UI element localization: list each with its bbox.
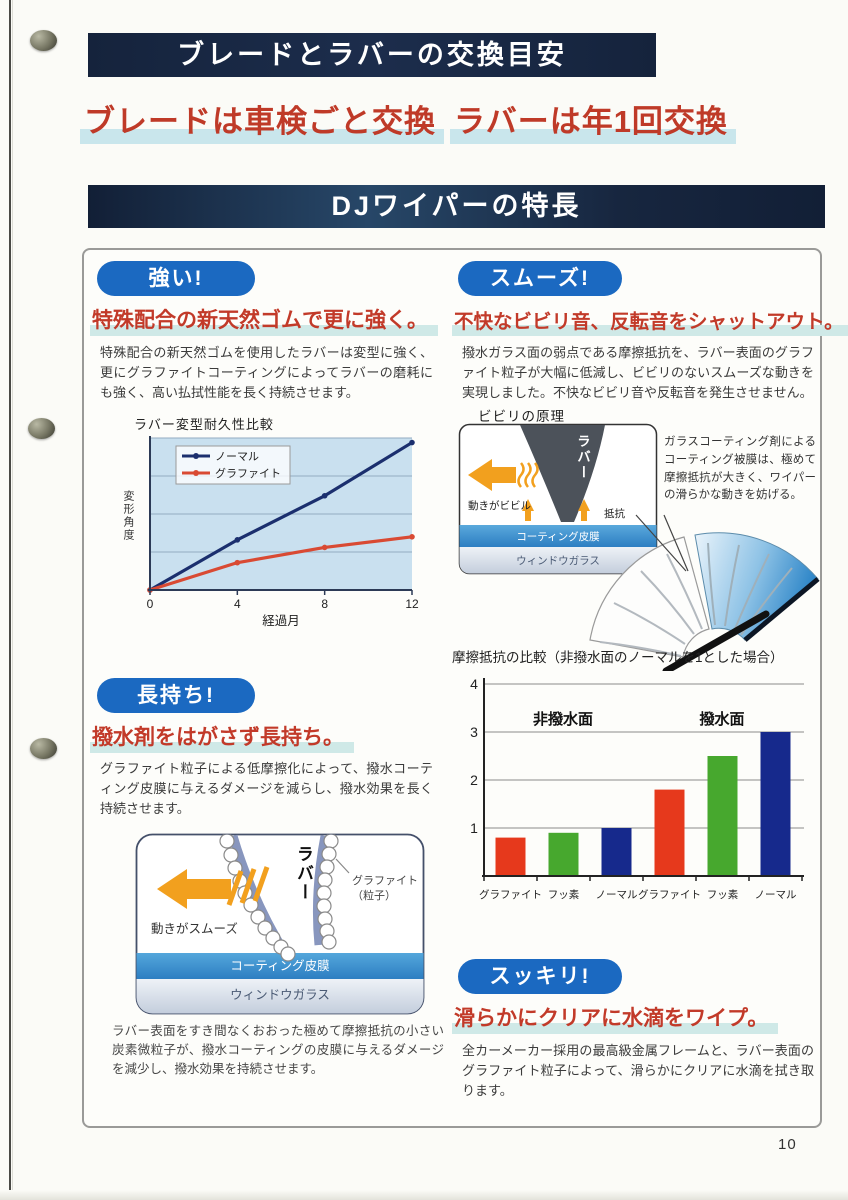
smooth-rubber-label: ラバー: [294, 845, 313, 902]
graphite-particle-label: グラファイト （粒子）: [352, 875, 418, 902]
svg-text:3: 3: [470, 724, 478, 740]
bar-chart-bars: グラファイト フッ素 ノーマル グラファイト フッ素 ノーマル: [479, 732, 797, 901]
bibiri-rubber-label: ラバー: [575, 434, 590, 481]
resistance-up-arrows: [522, 499, 590, 521]
bibiri-coating-label: コーティング皮膜: [516, 530, 600, 543]
bar-chart-gridlines: 1 2 3 4: [470, 676, 804, 836]
svg-text:ノーマル: ノーマル: [755, 889, 797, 901]
rubber-durability-line-chart: 0 4 8 12 ノーマル グラファイト 経過月: [147, 436, 419, 628]
bibiri-diagram-title: ビビリの原理: [478, 409, 565, 424]
smooth-glass-label: ウィンドウガラス: [230, 988, 330, 1002]
bibiri-principle-diagram: 動きがビビル 抵抗 コーティング皮膜 ウィンドウガラス: [458, 423, 658, 575]
badge-clean: スッキリ!: [458, 959, 622, 994]
badge-smooth: スムーズ!: [458, 261, 622, 296]
bibiri-movement-label: 動きがビビル: [468, 499, 531, 512]
body-clean: 全カーメーカー採用の最高級金属フレームと、ラバー表面のグラファイト粒子によって、…: [462, 1043, 814, 1099]
svg-text:8: 8: [321, 597, 328, 611]
rubber-replacement-headline: ラバーは年1回交換: [450, 96, 736, 144]
heading-durable: 撥水剤をはがさず長持ち。: [90, 721, 354, 753]
line-chart-xticks: 0 4 8 12: [147, 590, 419, 611]
badge-durable: 長持ち!: [97, 678, 255, 713]
scan-bottom-shadow: [0, 1190, 848, 1200]
badge-strong: 強い!: [97, 261, 255, 296]
svg-text:ノーマル: ノーマル: [596, 889, 638, 901]
callout-lines: [635, 514, 689, 572]
scan-left-edge-light: [12, 0, 13, 1200]
svg-text:フッ素: フッ素: [707, 888, 739, 901]
bibiri-resistance-label: 抵抗: [604, 507, 625, 520]
svg-text:2: 2: [470, 772, 478, 788]
durable-caption: ラバー表面をすき間なくおおった極めて摩擦抵抗の小さい炭素微粒子が、撥水コーティン…: [112, 1024, 444, 1076]
line-chart-series: [147, 439, 415, 593]
smooth-movement-label: 動きがスムーズ: [151, 921, 238, 936]
group-label-repellent: 撥水面: [699, 710, 744, 728]
binder-hole-bottom: [30, 738, 57, 759]
binder-hole-middle: [28, 418, 55, 439]
bibiri-glass-label: ウィンドウガラス: [516, 555, 600, 567]
scan-left-edge: [9, 0, 11, 1200]
legend-normal-label: ノーマル: [215, 451, 259, 463]
blade-replacement-headline: ブレードは車検ごと交換: [80, 96, 444, 144]
svg-text:12: 12: [405, 597, 419, 611]
heading-smooth: 不快なビビリ音、反転音をシャットアウト。: [452, 305, 848, 336]
page-title-banner: ブレードとラバーの交換目安: [88, 33, 656, 77]
legend-graphite-label: グラファイト: [215, 466, 281, 480]
body-smooth: 撥水ガラス面の弱点である摩擦抵抗を、ラバー表面のグラファイト粒子が大幅に低減し、…: [462, 345, 814, 401]
graphite-smooth-diagram: 動きがスムーズ コーティング皮膜 ウィンドウガラス: [135, 833, 425, 1015]
group-label-non-repellent: 非撥水面: [533, 710, 593, 728]
line-chart-xlabel: 経過月: [262, 614, 300, 628]
line-chart-ylabel: 変形角度: [122, 490, 134, 542]
bar-chart-title: 摩擦抵抗の比較（非撥水面のノーマルを1とした場合）: [452, 650, 784, 665]
svg-text:0: 0: [147, 597, 154, 611]
smooth-coating-label: コーティング皮膜: [230, 959, 329, 973]
bibiri-note: ガラスコーティング剤によるコーティング被膜は、極めて摩擦抵抗が大きく、ワイパーの…: [664, 436, 816, 502]
svg-text:グラファイト: グラファイト: [479, 888, 542, 901]
page-number: 10: [778, 1136, 797, 1153]
heading-clean: 滑らかにクリアに水滴をワイプ。: [452, 1002, 779, 1034]
svg-text:4: 4: [234, 597, 241, 611]
wiper-arm: [662, 610, 770, 671]
binder-hole-top: [30, 30, 57, 51]
bar-chart-xticks: [483, 876, 803, 881]
svg-text:4: 4: [470, 676, 478, 692]
windshield-wiper-illustration: [589, 514, 820, 671]
body-strong: 特殊配合の新天然ゴムを使用したラバーは変型に強く、更にグラファイトコーティングに…: [100, 345, 433, 401]
heading-strong: 特殊配合の新天然ゴムで更に強く。: [90, 304, 438, 336]
svg-text:1: 1: [470, 820, 478, 836]
features-banner: DJワイパーの特長: [88, 185, 825, 228]
body-durable: グラファイト粒子による低摩擦化によって、撥水コーティング皮膜に与えるダメージを減…: [100, 761, 433, 817]
svg-text:フッ素: フッ素: [548, 888, 580, 901]
svg-text:グラファイト: グラファイト: [638, 888, 701, 901]
line-chart-title: ラバー変型耐久性比較: [134, 417, 274, 432]
